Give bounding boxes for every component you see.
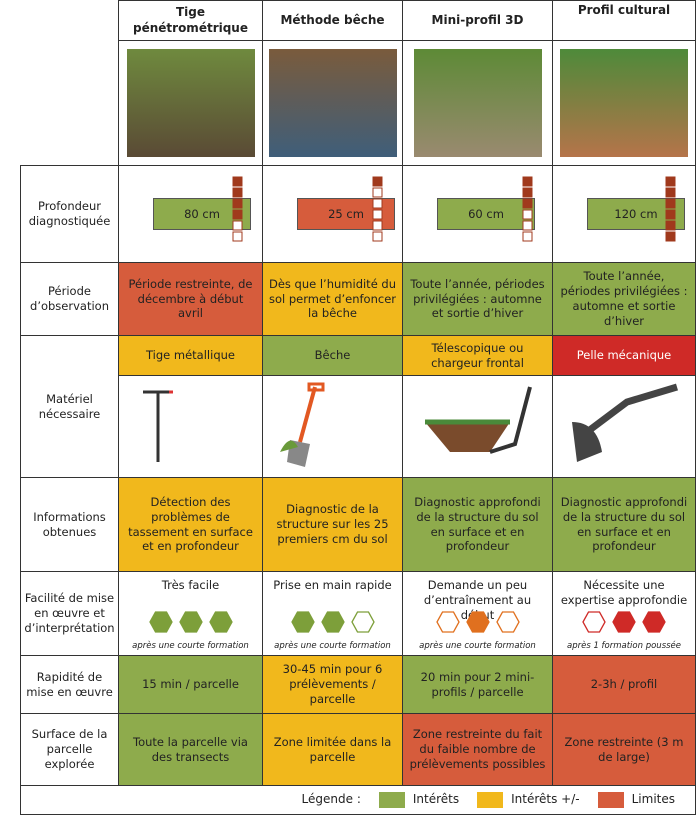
surface-cell: Zone limitée dans la parcelle [262, 713, 403, 786]
speed-cell: 20 min pour 2 mini-profils / parcelle [402, 655, 553, 714]
ease-icon [435, 610, 520, 638]
equipment-cell: Bêche [262, 335, 403, 376]
depth-icon [665, 176, 677, 248]
icon [148, 611, 233, 633]
period-cell: Dès que l’humidité du sol permet d’enfon… [262, 262, 403, 336]
icon [571, 383, 678, 462]
surface-cell: Toute la parcelle via des transects [118, 713, 263, 786]
ease-text: Prise en main rapide [273, 578, 392, 592]
column-header: Profil cultural [552, 0, 696, 41]
ease-note: après 1 formation poussée [566, 640, 682, 651]
row-label: Informations obtenues [20, 477, 119, 572]
ease-cell: Très facile après une courte formation [118, 571, 263, 656]
info-cell: Détection des problèmes de tassement en … [118, 477, 263, 572]
icon [126, 49, 255, 157]
ease-icon [582, 610, 666, 638]
icon [665, 176, 676, 242]
ease-note: après une courte formation [419, 640, 536, 651]
ease-cell: Demande un peu d’entraînement au débutap… [402, 571, 553, 656]
legend-swatch [597, 792, 624, 808]
row-label: Surface de la parcelle explorée [20, 713, 119, 786]
legend-item: Intérêts +/- [511, 792, 580, 807]
icon [290, 611, 375, 633]
ease-note: après une courte formation [274, 640, 391, 651]
equipment-icon-cell [262, 375, 403, 478]
equipment-icon-cell [552, 375, 696, 478]
ease-icon [290, 610, 375, 638]
icon [232, 176, 243, 242]
legend-item: Intérêts [412, 792, 460, 807]
ease-text: Nécessite une expertise approfondie [560, 578, 688, 607]
photo-cell [552, 40, 696, 166]
period-cell: Toute l’année, périodes privilégiées : a… [402, 262, 553, 336]
depth-cell: 25 cm [262, 165, 403, 263]
icon [425, 385, 532, 454]
ease-note: après une courte formation [132, 640, 249, 651]
ease-text: Très facile [161, 578, 220, 592]
ease-icon [148, 610, 233, 638]
speed-cell: 2-3h / profil [552, 655, 696, 714]
surface-cell: Zone restreinte du fait du faible nombre… [402, 713, 553, 786]
depth-cell: 120 cm [552, 165, 696, 263]
legend-item: Limites [631, 792, 675, 807]
speed-cell: 15 min / parcelle [118, 655, 263, 714]
depth-icon [522, 176, 534, 248]
icon [372, 176, 383, 242]
row-label: Rapidité de mise en œuvre [20, 655, 119, 714]
legend-swatch [477, 792, 504, 808]
equipment-cell: Télescopique ou chargeur frontal [402, 335, 553, 376]
icon [582, 611, 666, 633]
icon [413, 49, 542, 157]
equipment-cell: Tige métallique [118, 335, 263, 376]
surface-cell: Zone restreinte (3 m de large) [552, 713, 696, 786]
equipment-cell: Pelle mécanique [552, 335, 696, 376]
equipment-icon-cell [402, 375, 553, 478]
icon [560, 49, 688, 157]
info-cell: Diagnostic de la structure sur les 25 pr… [262, 477, 403, 572]
legend: Légende : Intérêts Intérêts +/- Limites [20, 785, 696, 815]
legend-swatch [378, 792, 405, 808]
depth-cell: 80 cm [118, 165, 263, 263]
icon [522, 176, 533, 242]
column-header: Mini-profil 3D [402, 0, 553, 41]
info-cell: Diagnostic approfondi de la structure du… [552, 477, 696, 572]
icon [435, 611, 520, 633]
photo-cell [118, 40, 263, 166]
icon [143, 390, 173, 462]
depth-cell: 60 cm [402, 165, 553, 263]
period-cell: Toute l’année, périodes privilégiées : a… [552, 262, 696, 336]
icon [280, 382, 325, 467]
depth-value: 60 cm [437, 198, 535, 230]
row-label: Matériel nécessaire [20, 335, 119, 478]
row-label: Période d’observation [20, 262, 119, 336]
speed-cell: 30-45 min pour 6 prélèvements / parcelle [262, 655, 403, 714]
row-label: Facilité de mise en œuvre et d’interprét… [20, 571, 119, 656]
row-label: Profondeur diagnostiquée [20, 165, 119, 263]
legend-title: Légende : [301, 792, 361, 807]
icon [268, 49, 397, 157]
info-cell: Diagnostic approfondi de la structure du… [402, 477, 553, 572]
depth-icon [232, 176, 244, 248]
photo-cell [402, 40, 553, 166]
photo-cell [262, 40, 403, 166]
column-header: Tige pénétrométrique [118, 0, 263, 41]
period-cell: Période restreinte, de décembre à début … [118, 262, 263, 336]
ease-cell: Nécessite une expertise approfondie après… [552, 571, 696, 656]
equipment-icon-cell [118, 375, 263, 478]
ease-cell: Prise en main rapide après une courte for… [262, 571, 403, 656]
depth-icon [372, 176, 384, 248]
column-header: Méthode bêche [262, 0, 403, 41]
